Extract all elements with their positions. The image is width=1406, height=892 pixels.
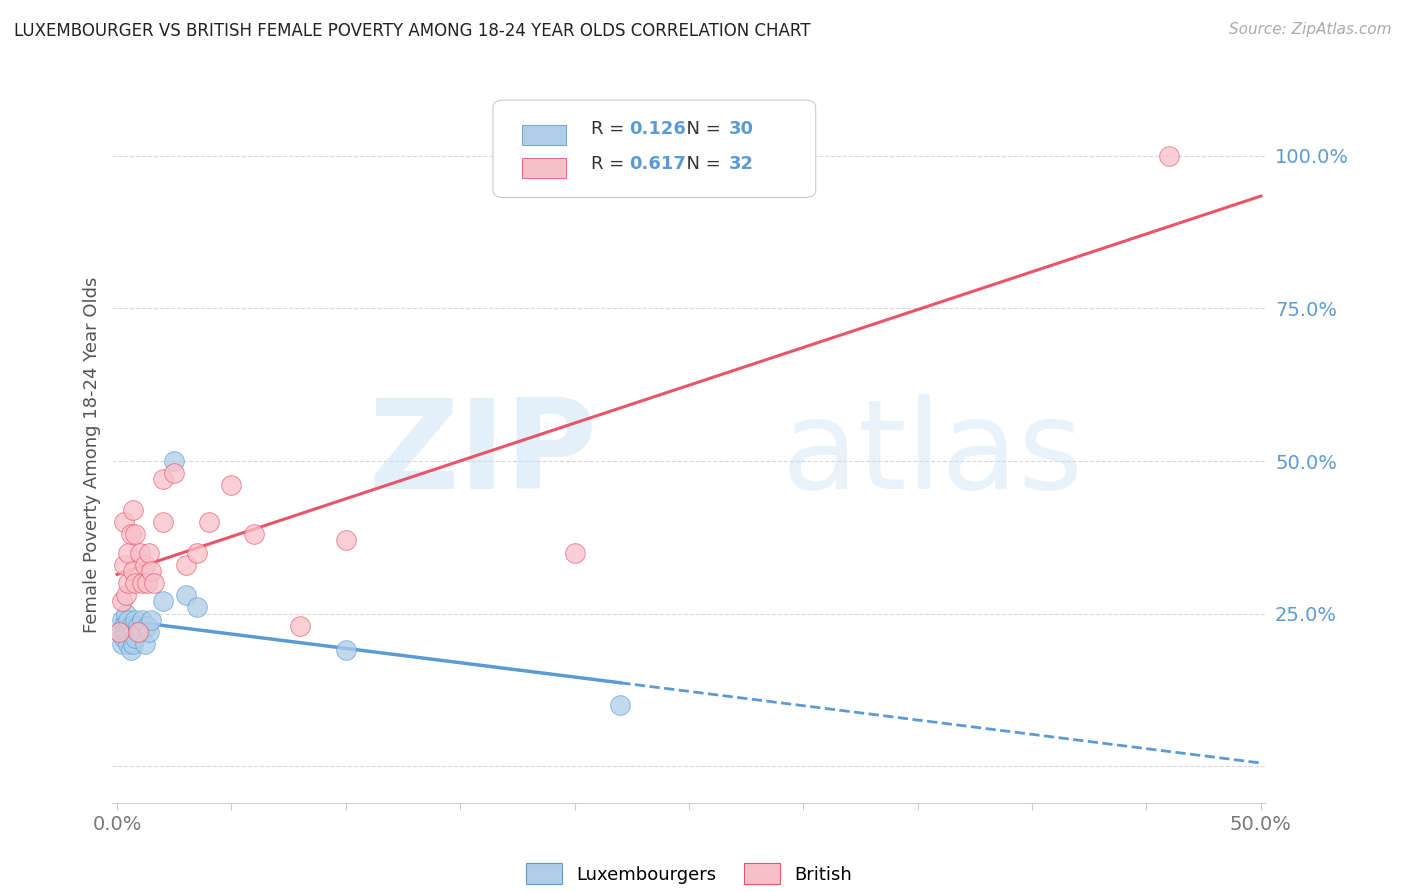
Point (564, 545, 586, 559)
Point (142, 576, 165, 591)
Point (131, 613, 153, 627)
Point (124, 631, 146, 645)
Point (152, 515, 174, 529)
Text: N =: N = (675, 155, 727, 173)
Point (129, 545, 152, 559)
Point (1159, 149, 1181, 163)
Text: R =: R = (591, 120, 630, 138)
FancyBboxPatch shape (494, 100, 815, 197)
Point (134, 637, 156, 651)
Point (108, 624, 131, 639)
Point (115, 607, 138, 621)
FancyBboxPatch shape (522, 158, 565, 178)
Point (112, 624, 135, 639)
Point (124, 613, 146, 627)
Y-axis label: Female Poverty Among 18-24 Year Olds: Female Poverty Among 18-24 Year Olds (83, 277, 101, 633)
Point (111, 613, 134, 627)
Point (112, 515, 135, 529)
Point (112, 631, 135, 645)
Point (134, 558, 156, 572)
Text: atlas: atlas (782, 394, 1083, 516)
Point (117, 637, 139, 651)
Point (127, 619, 149, 633)
Point (111, 594, 134, 608)
Point (112, 619, 135, 633)
Point (335, 643, 357, 657)
Point (124, 576, 146, 591)
Point (111, 637, 134, 651)
Point (138, 624, 160, 639)
Point (122, 503, 145, 517)
Point (122, 637, 145, 651)
Point (131, 576, 153, 591)
Point (609, 698, 631, 713)
Point (117, 613, 139, 627)
Point (129, 624, 152, 639)
Text: Source: ZipAtlas.com: Source: ZipAtlas.com (1229, 22, 1392, 37)
Point (138, 545, 160, 559)
Point (152, 594, 174, 608)
Point (135, 576, 157, 591)
Point (152, 472, 174, 486)
Point (115, 588, 138, 602)
Point (117, 576, 139, 591)
FancyBboxPatch shape (522, 126, 565, 145)
Point (197, 515, 219, 529)
Point (120, 643, 142, 657)
Point (122, 624, 145, 639)
Text: 30: 30 (730, 120, 754, 138)
Point (127, 624, 149, 639)
Point (186, 545, 208, 559)
Text: R =: R = (591, 155, 630, 173)
Point (135, 619, 157, 633)
Text: 0.126: 0.126 (628, 120, 686, 138)
Point (221, 478, 243, 492)
Text: 0.617: 0.617 (628, 155, 686, 173)
Point (120, 527, 142, 541)
Legend: Luxembourgers, British: Luxembourgers, British (519, 856, 859, 891)
Point (120, 619, 142, 633)
Point (288, 619, 311, 633)
Text: ZIP: ZIP (368, 394, 596, 516)
Text: 32: 32 (730, 155, 754, 173)
Point (141, 613, 163, 627)
Point (117, 624, 139, 639)
Point (186, 600, 208, 615)
Point (122, 564, 145, 578)
Point (117, 545, 139, 559)
Point (115, 624, 138, 639)
Text: LUXEMBOURGER VS BRITISH FEMALE POVERTY AMONG 18-24 YEAR OLDS CORRELATION CHART: LUXEMBOURGER VS BRITISH FEMALE POVERTY A… (14, 22, 811, 40)
Point (163, 467, 186, 481)
Point (141, 564, 163, 578)
Point (108, 624, 131, 639)
Point (243, 527, 266, 541)
Point (174, 558, 197, 572)
Point (174, 588, 197, 602)
Point (112, 558, 135, 572)
Point (124, 527, 146, 541)
Point (335, 533, 357, 548)
Text: N =: N = (675, 120, 727, 138)
Point (163, 454, 186, 468)
